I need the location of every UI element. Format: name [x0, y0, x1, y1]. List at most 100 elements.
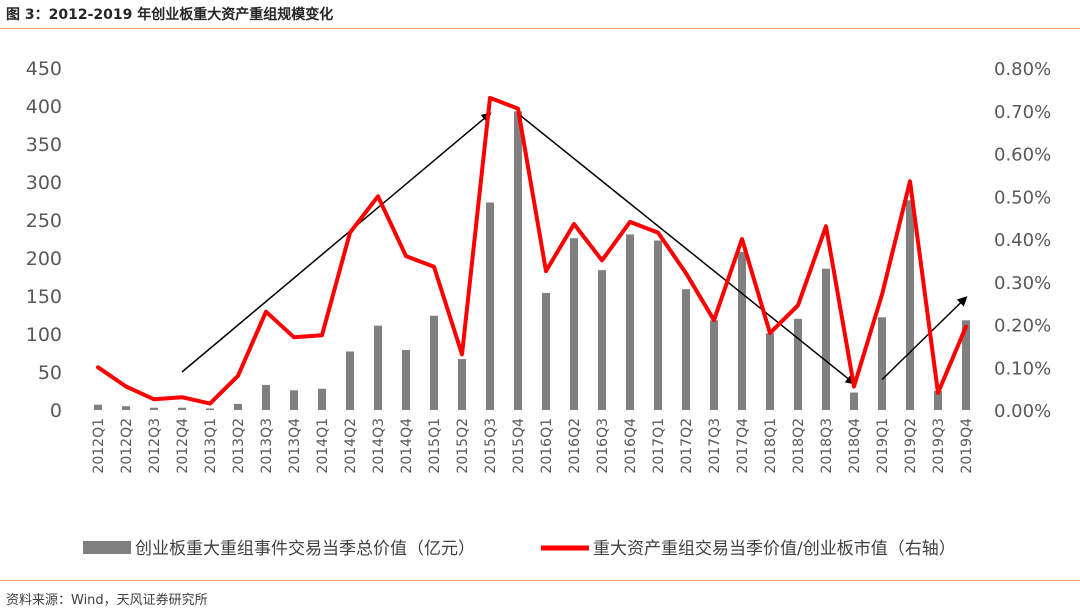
bar — [794, 318, 802, 410]
bar — [206, 408, 214, 410]
bar — [94, 404, 102, 410]
x-axis-tick-label: 2013Q2 — [231, 418, 247, 474]
trend-arrow — [181, 112, 492, 373]
trend-arrow — [517, 113, 856, 385]
legend-line-label: 重大资产重组交易当季价值/创业板市值（右轴） — [593, 539, 956, 559]
left-axis-tick-label: 250 — [26, 210, 62, 232]
right-axis-tick-label: 0.50% — [994, 187, 1051, 208]
left-axis-tick-label: 100 — [26, 324, 62, 346]
x-axis-tick-label: 2015Q4 — [511, 418, 527, 474]
legend-bar-swatch — [83, 541, 131, 554]
x-axis-tick-label: 2014Q1 — [315, 418, 331, 474]
right-axis-tick-label: 0.70% — [994, 102, 1051, 123]
bar — [430, 315, 438, 410]
left-axis-tick-label: 400 — [26, 96, 62, 118]
bar — [822, 268, 830, 410]
bar — [318, 388, 326, 410]
bar — [346, 351, 354, 410]
bar — [150, 407, 158, 410]
bar — [598, 270, 606, 410]
bar — [514, 111, 522, 410]
bar — [962, 320, 970, 410]
x-axis-tick-label: 2018Q2 — [791, 418, 807, 474]
line-path — [96, 95, 968, 406]
bar — [878, 317, 886, 410]
figure-title: 图 3：2012-2019 年创业板重大资产重组规模变化 — [6, 7, 334, 23]
right-axis-tick-label: 0.80% — [994, 59, 1051, 80]
bar — [934, 391, 942, 410]
source-divider — [0, 580, 1080, 581]
x-axis-tick-label: 2019Q3 — [931, 418, 947, 474]
x-axis-tick-label: 2012Q4 — [175, 418, 191, 474]
bar — [570, 238, 578, 410]
bar — [290, 390, 298, 410]
bar — [626, 234, 634, 410]
bar-series — [94, 111, 970, 410]
x-axis-tick-label: 2016Q3 — [595, 418, 611, 474]
trend-arrow — [881, 296, 968, 381]
bar — [402, 349, 410, 410]
right-axis-tick-label: 0.30% — [994, 273, 1051, 294]
bar — [374, 325, 382, 410]
x-axis-tick-label: 2012Q2 — [119, 418, 135, 474]
left-axis-tick-label: 300 — [26, 172, 62, 194]
x-axis-tick-label: 2017Q1 — [651, 418, 667, 474]
x-axis-tick-label: 2013Q4 — [287, 418, 303, 474]
x-axis-tick-label: 2016Q4 — [623, 418, 639, 474]
x-axis-tick-label: 2014Q4 — [399, 418, 415, 474]
left-axis: 0 50 100 150 200 250 300 350 400 450 — [26, 58, 62, 422]
bar — [178, 407, 186, 410]
left-axis-tick-label: 50 — [38, 362, 62, 384]
bar — [122, 406, 130, 410]
x-axis: 2012Q1 2012Q2 2012Q3 2012Q4 2013Q1 2013Q2 2013… — [91, 418, 975, 474]
x-axis-tick-label: 2013Q1 — [203, 418, 219, 474]
x-axis-tick-label: 2016Q1 — [539, 418, 555, 474]
x-axis-tick-label: 2012Q3 — [147, 418, 163, 474]
x-axis-tick-label: 2017Q2 — [679, 418, 695, 474]
x-axis-tick-label: 2015Q1 — [427, 418, 443, 474]
x-axis-tick-label: 2014Q2 — [343, 418, 359, 474]
source-note: 资料来源：Wind，天风证券研究所 — [6, 593, 208, 608]
bar — [738, 251, 746, 410]
line-series — [96, 95, 968, 406]
right-axis-tick-label: 0.40% — [994, 230, 1051, 251]
left-axis-tick-label: 150 — [26, 286, 62, 308]
bar — [710, 320, 718, 410]
x-axis-tick-label: 2019Q1 — [875, 418, 891, 474]
bar — [234, 403, 242, 410]
bar — [766, 333, 774, 410]
trend-arrows — [181, 112, 968, 385]
right-axis-tick-label: 0.60% — [994, 145, 1051, 166]
x-axis-tick-label: 2015Q2 — [455, 418, 471, 474]
bar — [458, 359, 466, 410]
bar — [654, 240, 662, 410]
left-axis-tick-label: 450 — [26, 58, 62, 80]
legend-bar-label: 创业板重大重组事件交易当季总价值（亿元） — [135, 539, 475, 559]
x-axis-tick-label: 2019Q4 — [959, 418, 975, 474]
x-axis-tick-label: 2017Q4 — [735, 418, 751, 474]
bar — [682, 289, 690, 410]
title-divider — [0, 28, 1080, 29]
left-axis-tick-label: 0 — [50, 400, 62, 422]
x-axis-tick-label: 2016Q2 — [567, 418, 583, 474]
left-axis-tick-label: 350 — [26, 134, 62, 156]
x-axis-tick-label: 2015Q3 — [483, 418, 499, 474]
right-axis: 0.00% 0.10% 0.20% 0.30% 0.40% 0.50% 0.60% 0.70%… — [994, 59, 1051, 422]
x-axis-tick-label: 2014Q3 — [371, 418, 387, 474]
bar — [486, 202, 494, 410]
x-axis-tick-label: 2018Q4 — [847, 418, 863, 474]
x-axis-tick-label: 2017Q3 — [707, 418, 723, 474]
x-axis-tick-label: 2018Q3 — [819, 418, 835, 474]
legend: 创业板重大重组事件交易当季总价值（亿元） 重大资产重组交易当季价值/创业板市值（右… — [83, 539, 956, 559]
right-axis-tick-label: 0.00% — [994, 401, 1051, 422]
left-axis-tick-label: 200 — [26, 248, 62, 270]
x-axis-tick-label: 2018Q1 — [763, 418, 779, 474]
right-axis-tick-label: 0.20% — [994, 316, 1051, 337]
bar — [542, 292, 550, 410]
bar — [906, 200, 914, 410]
right-axis-tick-label: 0.10% — [994, 358, 1051, 379]
x-axis-tick-label: 2019Q2 — [903, 418, 919, 474]
x-axis-tick-label: 2012Q1 — [91, 418, 107, 474]
bar — [262, 384, 270, 410]
